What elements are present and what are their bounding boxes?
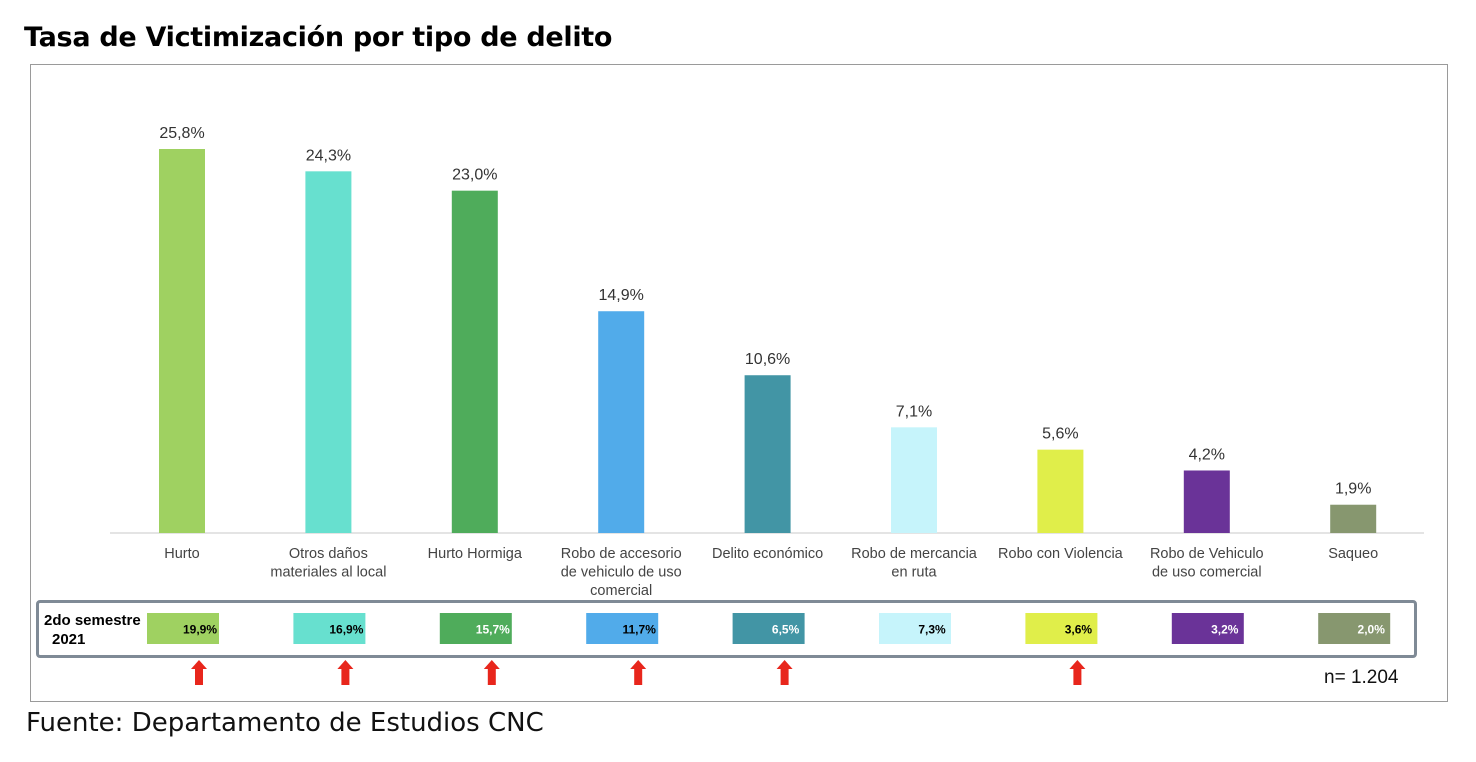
category-label: Hurto (164, 546, 199, 562)
bar-value-label: 24,3% (306, 147, 351, 164)
bar (744, 375, 791, 533)
previous-value-label: 3,2% (1211, 623, 1239, 637)
category-label: Robo con Violencia (998, 546, 1124, 562)
bar-value-label: 14,9% (599, 287, 644, 304)
bar (305, 171, 352, 534)
sample-size: n= 1.204 (1324, 667, 1399, 688)
category-label: Otros daños (289, 546, 368, 562)
increase-arrow-icon (483, 660, 500, 685)
increase-arrow-icon (776, 660, 793, 685)
previous-value-label: 6,5% (772, 623, 800, 637)
previous-value-box (1025, 613, 1098, 644)
bar-value-label: 4,2% (1189, 446, 1225, 463)
category-label: en ruta (891, 565, 937, 581)
bar (891, 427, 937, 533)
bar-value-label: 25,8% (159, 125, 204, 142)
category-label: de vehiculo de uso (561, 565, 682, 581)
previous-value-label: 15,7% (476, 623, 510, 637)
bar-value-label: 1,9% (1335, 481, 1371, 498)
bar (451, 190, 498, 533)
category-label: comercial (590, 583, 652, 599)
category-label: Robo de accesorio (561, 546, 682, 562)
chart-title: Tasa de Victimización por tipo de delito (24, 22, 613, 53)
previous-value-label: 16,9% (329, 623, 363, 637)
previous-value-label: 19,9% (183, 623, 217, 637)
previous-value-box (1318, 613, 1391, 644)
previous-value-box (293, 613, 366, 644)
bar (1330, 504, 1377, 533)
previous-value-box (732, 613, 805, 644)
category-label: Robo de mercancia (851, 546, 978, 562)
bar-value-label: 5,6% (1042, 426, 1078, 443)
previous-value-label: 2,0% (1358, 623, 1386, 637)
previous-value-box (879, 613, 951, 644)
source-note: Fuente: Departamento de Estudios CNC (26, 708, 544, 738)
previous-value-label: 11,7% (623, 623, 657, 637)
category-label: Saqueo (1328, 546, 1378, 562)
previous-value-label: 7,3% (918, 623, 946, 637)
previous-value-label: 3,6% (1065, 623, 1093, 637)
bar (159, 149, 205, 533)
category-label: Delito económico (712, 546, 823, 562)
bar (1037, 449, 1084, 533)
category-label: de uso comercial (1152, 565, 1262, 581)
bar-value-label: 10,6% (745, 351, 790, 368)
previous-period-label: 2do semestre 2021 (44, 611, 141, 649)
bar (1183, 470, 1230, 533)
previous-value-box (439, 613, 512, 644)
category-label: Robo de Vehiculo (1150, 546, 1264, 562)
bar-value-label: 23,0% (452, 167, 497, 184)
chart-frame (30, 64, 1448, 702)
increase-arrow-icon (630, 660, 647, 685)
bar (598, 311, 645, 533)
previous-period-label-line1: 2do semestre (44, 612, 141, 629)
previous-period-label-line2: 2021 (52, 631, 86, 648)
category-label: Hurto Hormiga (428, 546, 523, 562)
increase-arrow-icon (337, 660, 354, 685)
previous-period-panel (36, 600, 1417, 658)
previous-value-box (586, 613, 659, 644)
increase-arrow-icon (191, 660, 207, 685)
bar-value-label: 7,1% (896, 403, 932, 420)
previous-value-box (1171, 613, 1244, 644)
previous-value-box (147, 613, 219, 644)
increase-arrow-icon (1069, 660, 1086, 685)
category-label: materiales al local (270, 565, 386, 581)
